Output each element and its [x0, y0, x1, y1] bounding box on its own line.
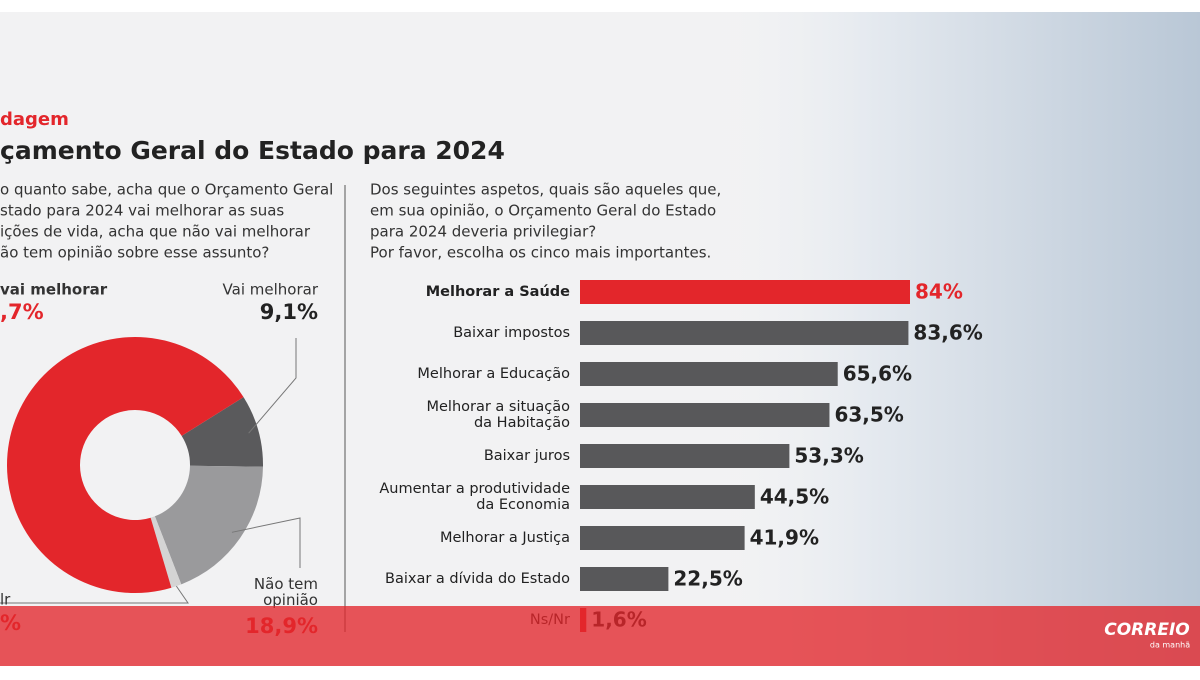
- bar-value: 65,6%: [843, 362, 912, 386]
- bar: [580, 362, 838, 386]
- donut-slice: [6, 337, 244, 593]
- donut-slice: [181, 397, 263, 467]
- bar-label: Aumentar a produtividade da Economia: [379, 481, 570, 513]
- bar: [580, 444, 790, 468]
- logo-name: CORREIO: [1104, 620, 1190, 640]
- bar-label: Baixar a dívida do Estado: [385, 571, 570, 587]
- slice-value: ,7%: [0, 300, 44, 324]
- kicker: dagem: [0, 109, 69, 130]
- slice-label: Vai melhorar: [223, 281, 319, 299]
- bar-value: 41,9%: [750, 526, 819, 550]
- question-line: Dos seguintes aspetos, quais são aqueles…: [370, 181, 721, 199]
- donut-slice: [154, 465, 263, 585]
- bar-label: Baixar juros: [484, 448, 570, 464]
- donut-slice: [150, 516, 182, 588]
- question-line: ão tem opinião sobre esse assunto?: [0, 244, 269, 262]
- bar-value: 53,3%: [794, 444, 863, 468]
- bar-value: 63,5%: [834, 403, 903, 427]
- bar: [580, 485, 755, 509]
- bar: [580, 567, 669, 591]
- bar-label: Baixar impostos: [453, 325, 570, 341]
- bar: [580, 526, 745, 550]
- slice-label: lr: [0, 591, 11, 609]
- bar: [580, 280, 910, 304]
- leader-line: [231, 517, 301, 568]
- question-line: em sua opinião, o Orçamento Geral do Est…: [370, 202, 716, 220]
- question-line: stado para 2024 vai melhorar as suas: [0, 202, 284, 220]
- question-line: para 2024 deveria privilegiar?: [370, 223, 596, 241]
- bar-value: 83,6%: [913, 321, 982, 345]
- slice-label: vai melhorar: [0, 281, 108, 299]
- bar-value: 22,5%: [673, 567, 742, 591]
- bar-value: 44,5%: [760, 485, 829, 509]
- logo-sub: da manhã: [1150, 641, 1190, 650]
- bar-label: Melhorar a Saúde: [426, 284, 570, 300]
- bar-label: Melhorar a situação da Habitação: [426, 399, 570, 431]
- bar-value: 84%: [915, 280, 963, 304]
- bar: [580, 321, 909, 345]
- leader-line: [0, 585, 189, 604]
- bottom-band: [0, 606, 1200, 666]
- slice-label: Não tem opinião: [254, 575, 318, 609]
- slice-value: 9,1%: [260, 300, 318, 324]
- question-line: ições de vida, acha que não vai melhorar: [0, 223, 311, 241]
- bar-label: Melhorar a Justiça: [440, 530, 570, 546]
- bar: [580, 403, 830, 427]
- question-line: o quanto sabe, acha que o Orçamento Gera…: [0, 181, 333, 199]
- bar-label: Melhorar a Educação: [417, 366, 570, 382]
- leader-line: [248, 338, 297, 434]
- question-line: Por favor, escolha os cinco mais importa…: [370, 244, 711, 262]
- title: çamento Geral do Estado para 2024: [0, 136, 505, 165]
